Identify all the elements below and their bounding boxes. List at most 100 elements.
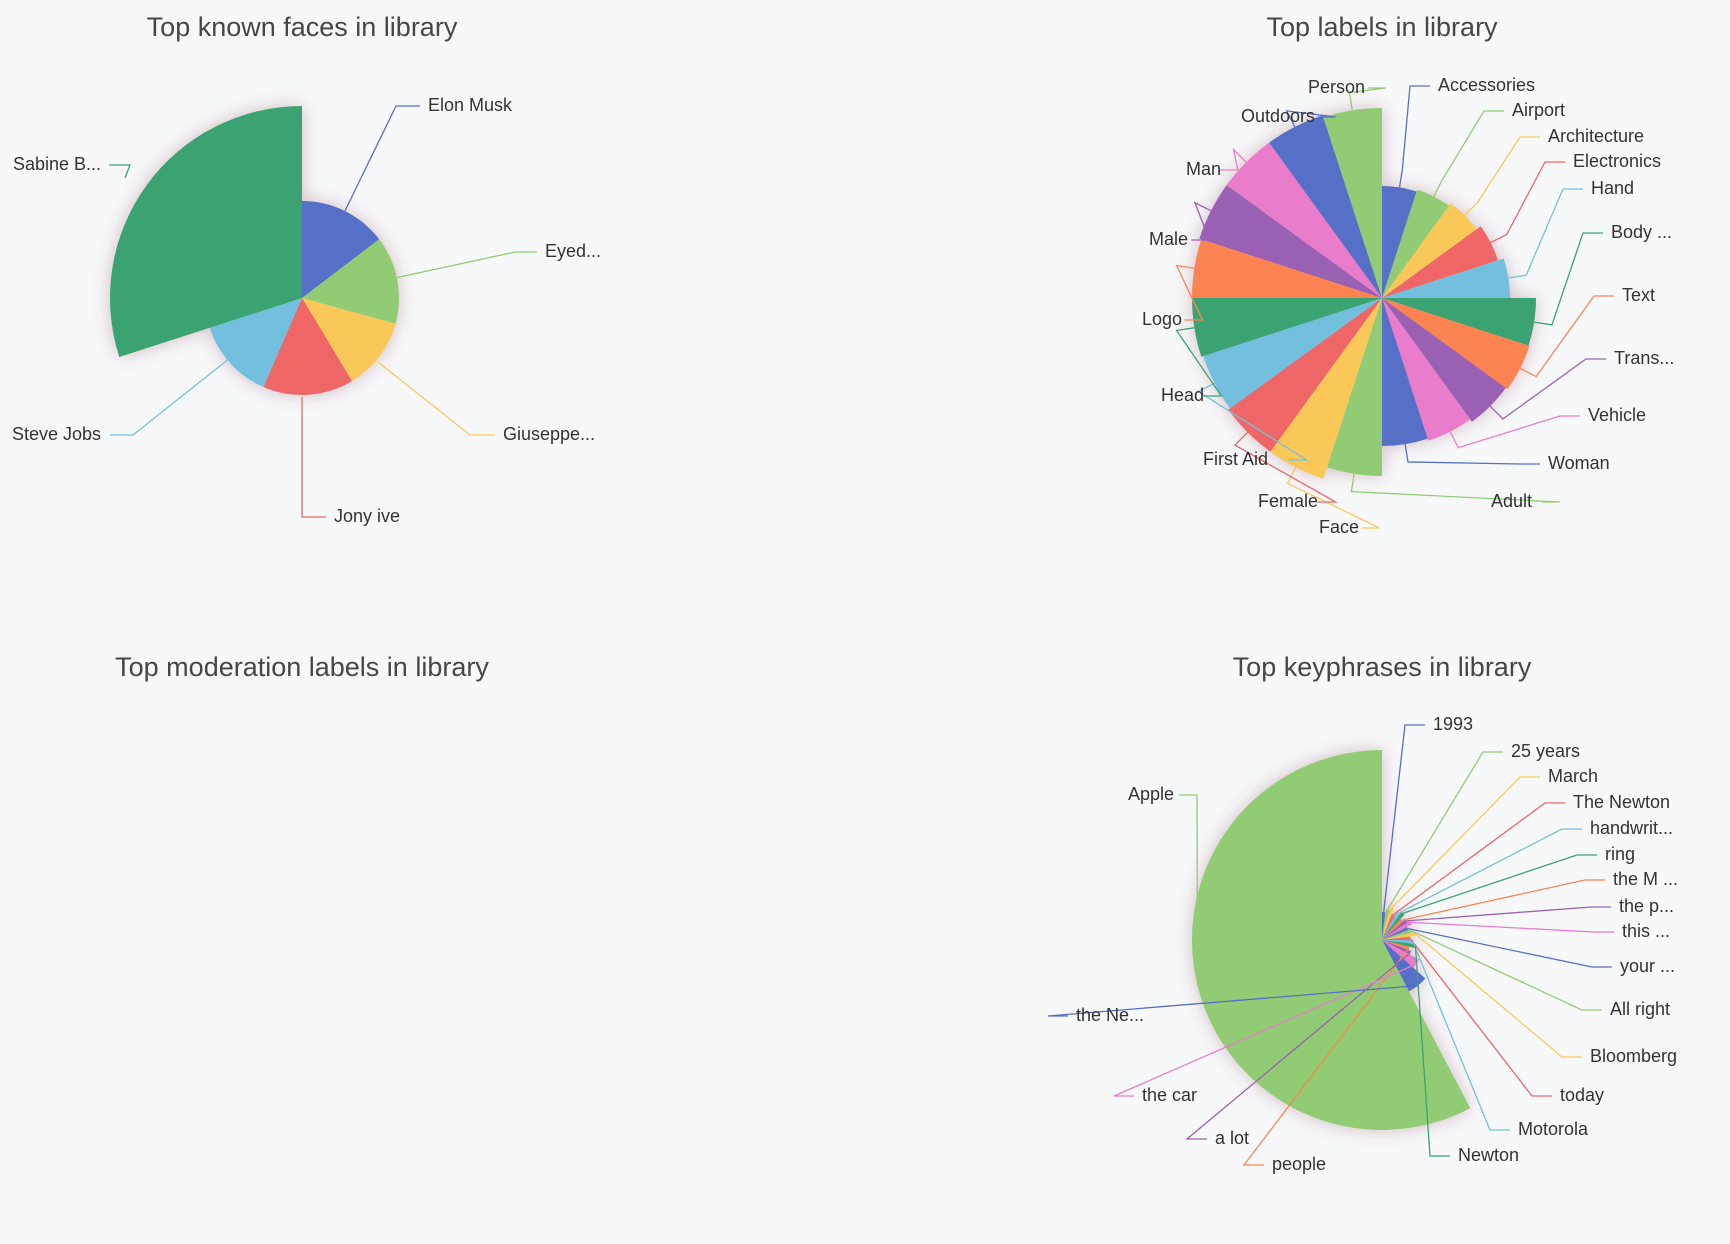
label-line <box>342 105 420 216</box>
slice-label: Electronics <box>1573 151 1661 171</box>
label-line <box>1350 473 1561 503</box>
pie-slice[interactable] <box>1382 298 1428 446</box>
labels-pie: Accessories Airport Architecture Electronic… <box>1142 75 1674 537</box>
moderation-chart-title: Top moderation labels in library <box>115 652 489 682</box>
faces-chart-title: Top known faces in library <box>146 12 458 42</box>
pie-slice[interactable] <box>1192 749 1471 1130</box>
pie-slice[interactable] <box>1382 203 1477 298</box>
pie-slice[interactable] <box>1270 298 1382 479</box>
pie-slice[interactable] <box>263 298 353 395</box>
pie-slice[interactable] <box>1382 931 1416 940</box>
pie-slice[interactable] <box>1382 920 1413 940</box>
pie-slice[interactable] <box>302 239 399 324</box>
slice-label: Adult <box>1491 491 1532 511</box>
label-line <box>1415 933 1582 1058</box>
slice-label: your ... <box>1620 956 1675 976</box>
slice-label: Motorola <box>1518 1119 1589 1139</box>
label-line <box>1113 963 1417 1097</box>
pie-slice[interactable] <box>1382 940 1411 955</box>
pie-slice[interactable] <box>1199 185 1382 298</box>
pie-slice[interactable] <box>302 298 396 382</box>
pie-slice[interactable] <box>1382 909 1390 940</box>
label-line <box>1404 444 1540 465</box>
label-line <box>1185 952 1411 1140</box>
slice-label: the car <box>1142 1085 1197 1105</box>
pie-slice[interactable] <box>1226 142 1382 298</box>
slice-label: Apple <box>1128 784 1174 804</box>
pie-slice[interactable] <box>1382 940 1426 992</box>
faces-chart-panel: Top known faces in library <box>0 0 865 604</box>
slice-label: Sabine B... <box>13 154 101 174</box>
label-line <box>1242 947 1410 1166</box>
slice-label: Woman <box>1548 453 1610 473</box>
faces-pie: Elon Musk Eyed... Giuseppe... Jony ive Steve… <box>12 95 601 526</box>
pie-slice[interactable] <box>1382 940 1413 944</box>
pie-slice[interactable] <box>1228 298 1382 452</box>
pie-slice[interactable] <box>1382 186 1417 298</box>
pie-slice[interactable] <box>1382 919 1408 940</box>
label-line <box>1393 802 1565 915</box>
pie-slice[interactable] <box>1326 298 1382 476</box>
label-line <box>1407 927 1612 968</box>
pie-slice[interactable] <box>1382 926 1409 940</box>
slice-label: Steve Jobs <box>12 424 101 444</box>
charts-canvas: Elon Musk Eyed... Giuseppe... Jony ive Steve… <box>12 75 1678 1174</box>
slice-label: the p... <box>1619 896 1674 916</box>
pie-slice[interactable] <box>1382 912 1386 940</box>
label-line <box>1233 431 1339 503</box>
pie-slice[interactable] <box>1382 189 1450 298</box>
slice-label: Logo <box>1142 309 1182 329</box>
pie-slice[interactable] <box>1382 912 1400 940</box>
label-line <box>1414 946 1450 1157</box>
slice-label: Text <box>1622 285 1655 305</box>
pie-slice[interactable] <box>1382 913 1396 940</box>
slice-label: 1993 <box>1433 714 1473 734</box>
pie-slice[interactable] <box>1382 298 1536 346</box>
slice-label: handwrit... <box>1590 818 1673 838</box>
label-line <box>1401 879 1605 921</box>
pie-slice[interactable] <box>1382 912 1405 940</box>
label-line <box>1197 382 1309 461</box>
pie-slice[interactable] <box>1323 108 1382 298</box>
label-line <box>110 357 231 436</box>
label-line <box>1398 85 1430 188</box>
slice-label: Elon Musk <box>428 95 513 115</box>
slice-label: Jony ive <box>334 506 400 526</box>
label-line <box>1348 87 1386 111</box>
slice-label: 25 years <box>1511 741 1580 761</box>
slice-label: a lot <box>1215 1128 1249 1148</box>
pie-slice[interactable] <box>1382 936 1410 940</box>
slice-label: Bloomberg <box>1590 1046 1677 1066</box>
labels-chart-title: Top labels in library <box>1266 12 1498 42</box>
slice-label: Accessories <box>1438 75 1535 95</box>
pie-slice[interactable] <box>1192 239 1382 298</box>
slice-label: Architecture <box>1548 126 1644 146</box>
pie-slice[interactable] <box>1382 906 1395 940</box>
label-line <box>1508 188 1583 279</box>
pie-slice[interactable] <box>1382 919 1403 940</box>
slice-label: Hand <box>1591 178 1634 198</box>
pie-slice[interactable] <box>1382 298 1530 390</box>
pie-slice[interactable] <box>209 298 302 388</box>
pie-slice[interactable] <box>1382 929 1413 940</box>
slice-label: Man <box>1186 159 1221 179</box>
pie-slice[interactable] <box>1382 940 1410 950</box>
keyphrases-chart-title: Top keyphrases in library <box>1232 652 1532 682</box>
slice-label: Airport <box>1512 100 1565 120</box>
pie-slice[interactable] <box>1382 258 1510 298</box>
pie-slice[interactable] <box>1192 298 1382 357</box>
pie-slice[interactable] <box>302 201 380 298</box>
pie-slice[interactable] <box>1269 115 1382 298</box>
pie-slice[interactable] <box>1382 226 1499 298</box>
label-line <box>1191 201 1212 241</box>
label-line <box>1397 828 1582 915</box>
pie-slice[interactable] <box>1382 298 1506 422</box>
slice-label: the M ... <box>1613 869 1678 889</box>
pie-slice[interactable] <box>1382 940 1416 949</box>
label-line <box>1175 327 1223 397</box>
pie-slice[interactable] <box>1382 298 1471 441</box>
label-line <box>1383 724 1425 913</box>
pie-slice[interactable] <box>1203 298 1382 409</box>
pie-slice[interactable] <box>109 106 303 358</box>
pie-slice[interactable] <box>1382 940 1420 968</box>
